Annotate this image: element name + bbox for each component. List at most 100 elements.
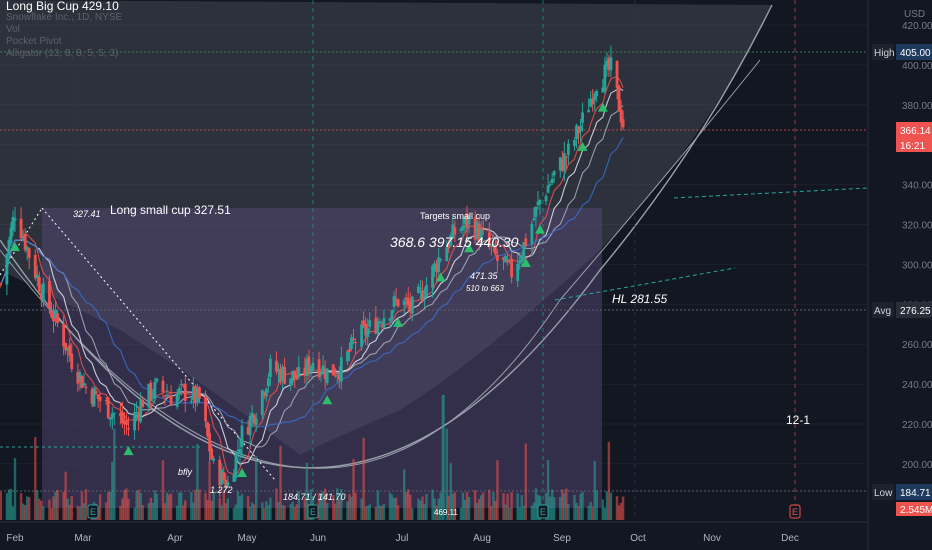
volume-bar xyxy=(291,501,294,520)
volume-bar xyxy=(184,500,187,520)
price-tick-label: 320.00 xyxy=(902,221,932,232)
time-tick-label: Sep xyxy=(553,533,571,544)
candle-body xyxy=(619,109,623,123)
candle-body xyxy=(573,139,576,146)
volume-bar xyxy=(548,496,552,520)
candle-body xyxy=(236,449,240,452)
candle-body xyxy=(198,387,201,399)
volume-bar xyxy=(76,505,80,520)
candle-body xyxy=(524,238,528,246)
price-tick-label: 220.00 xyxy=(902,420,932,431)
volume-bar xyxy=(64,471,67,520)
candle-body xyxy=(350,336,353,349)
candle-body xyxy=(589,98,593,107)
volume-bar xyxy=(175,505,179,520)
candle-body xyxy=(151,396,155,398)
volume-bar xyxy=(561,489,564,520)
volume-bar xyxy=(38,498,41,520)
volume-bar xyxy=(374,506,378,520)
candle-body xyxy=(419,287,422,289)
candle-body xyxy=(522,242,526,259)
candle-body xyxy=(39,292,43,300)
volume-bar xyxy=(165,492,169,520)
price-tick-label: 420.00 xyxy=(902,21,932,32)
candle-body xyxy=(139,400,143,422)
volume-bar xyxy=(240,493,244,520)
candle-body xyxy=(218,459,222,486)
candle-body xyxy=(238,449,242,454)
annotation-12-1: 12-1 xyxy=(786,413,810,427)
volume-bar xyxy=(139,492,142,520)
candle-body xyxy=(538,200,542,205)
volume-bar xyxy=(177,492,181,520)
volume-bar xyxy=(127,498,130,520)
low-box xyxy=(896,484,932,500)
volume-bar xyxy=(261,502,264,520)
candle-body xyxy=(76,371,80,384)
volume-bar xyxy=(340,489,343,520)
volume-bar xyxy=(246,496,250,520)
price-tick-label: 260.00 xyxy=(902,340,932,351)
time-tick-label: Nov xyxy=(703,533,721,544)
candle-body xyxy=(536,201,540,206)
volume-bar xyxy=(502,493,505,520)
candle-body xyxy=(266,378,270,387)
candle-body xyxy=(388,318,392,321)
volume-bar xyxy=(293,506,296,520)
candle-body xyxy=(127,428,130,430)
candle-body xyxy=(378,321,382,323)
candle-body xyxy=(552,171,556,176)
candle-body xyxy=(7,240,11,255)
volume-bar xyxy=(7,489,11,520)
volume-bar xyxy=(425,493,428,520)
candle-body xyxy=(167,397,171,399)
volume-bar xyxy=(36,490,39,520)
candle-body xyxy=(564,156,568,158)
legend-pocket-pivot[interactable]: Pocket Pivot xyxy=(6,36,62,47)
volume-bar xyxy=(595,490,598,520)
candle-body xyxy=(479,229,483,241)
volume-bar xyxy=(82,503,86,520)
volume-bar xyxy=(289,504,292,520)
volume-bar xyxy=(407,489,410,520)
volume-bar xyxy=(52,496,55,520)
candle-body xyxy=(303,367,307,376)
annotation-targets-title: Targets small cup xyxy=(420,211,490,221)
volume-bar xyxy=(591,506,594,520)
volume-bar xyxy=(275,488,278,520)
volume-bar xyxy=(305,462,309,520)
volume-bar xyxy=(431,489,434,520)
candle-body xyxy=(48,280,51,309)
candle-body xyxy=(453,227,457,235)
candle-body xyxy=(502,257,505,260)
volume-bar xyxy=(68,504,71,520)
candle-body xyxy=(224,480,228,488)
candle-body xyxy=(396,299,400,307)
annotation-510: 510 to 663 xyxy=(466,284,504,293)
price-tick-label: 380.00 xyxy=(902,101,932,112)
volume-bar xyxy=(453,492,457,520)
volume-bar xyxy=(607,441,611,520)
annotation-targets: 368.6 397.15 440.30 xyxy=(390,234,519,250)
volume-bar xyxy=(248,506,252,520)
candle-body xyxy=(82,383,86,386)
candle-body xyxy=(177,388,181,394)
countdown-value: 16:21 xyxy=(900,141,925,152)
price-axis xyxy=(868,0,932,550)
candle-body xyxy=(64,342,68,351)
volume-bar xyxy=(155,493,159,520)
candle-body xyxy=(352,338,355,341)
pocket-pivot-marker xyxy=(393,317,404,327)
volume-bar xyxy=(546,459,550,520)
volume-bar xyxy=(295,504,298,520)
candle-body xyxy=(380,324,384,326)
candle-body xyxy=(25,247,29,252)
volume-bar xyxy=(19,493,23,520)
candle-body xyxy=(56,313,59,323)
volume-bar xyxy=(226,498,230,520)
legend-vol[interactable]: Vol xyxy=(6,24,20,35)
legend-alligator[interactable]: Alligator (13, 8, 8, 5, 5, 3) xyxy=(6,48,119,59)
candle-body xyxy=(208,432,211,452)
volume-bar xyxy=(520,495,523,520)
